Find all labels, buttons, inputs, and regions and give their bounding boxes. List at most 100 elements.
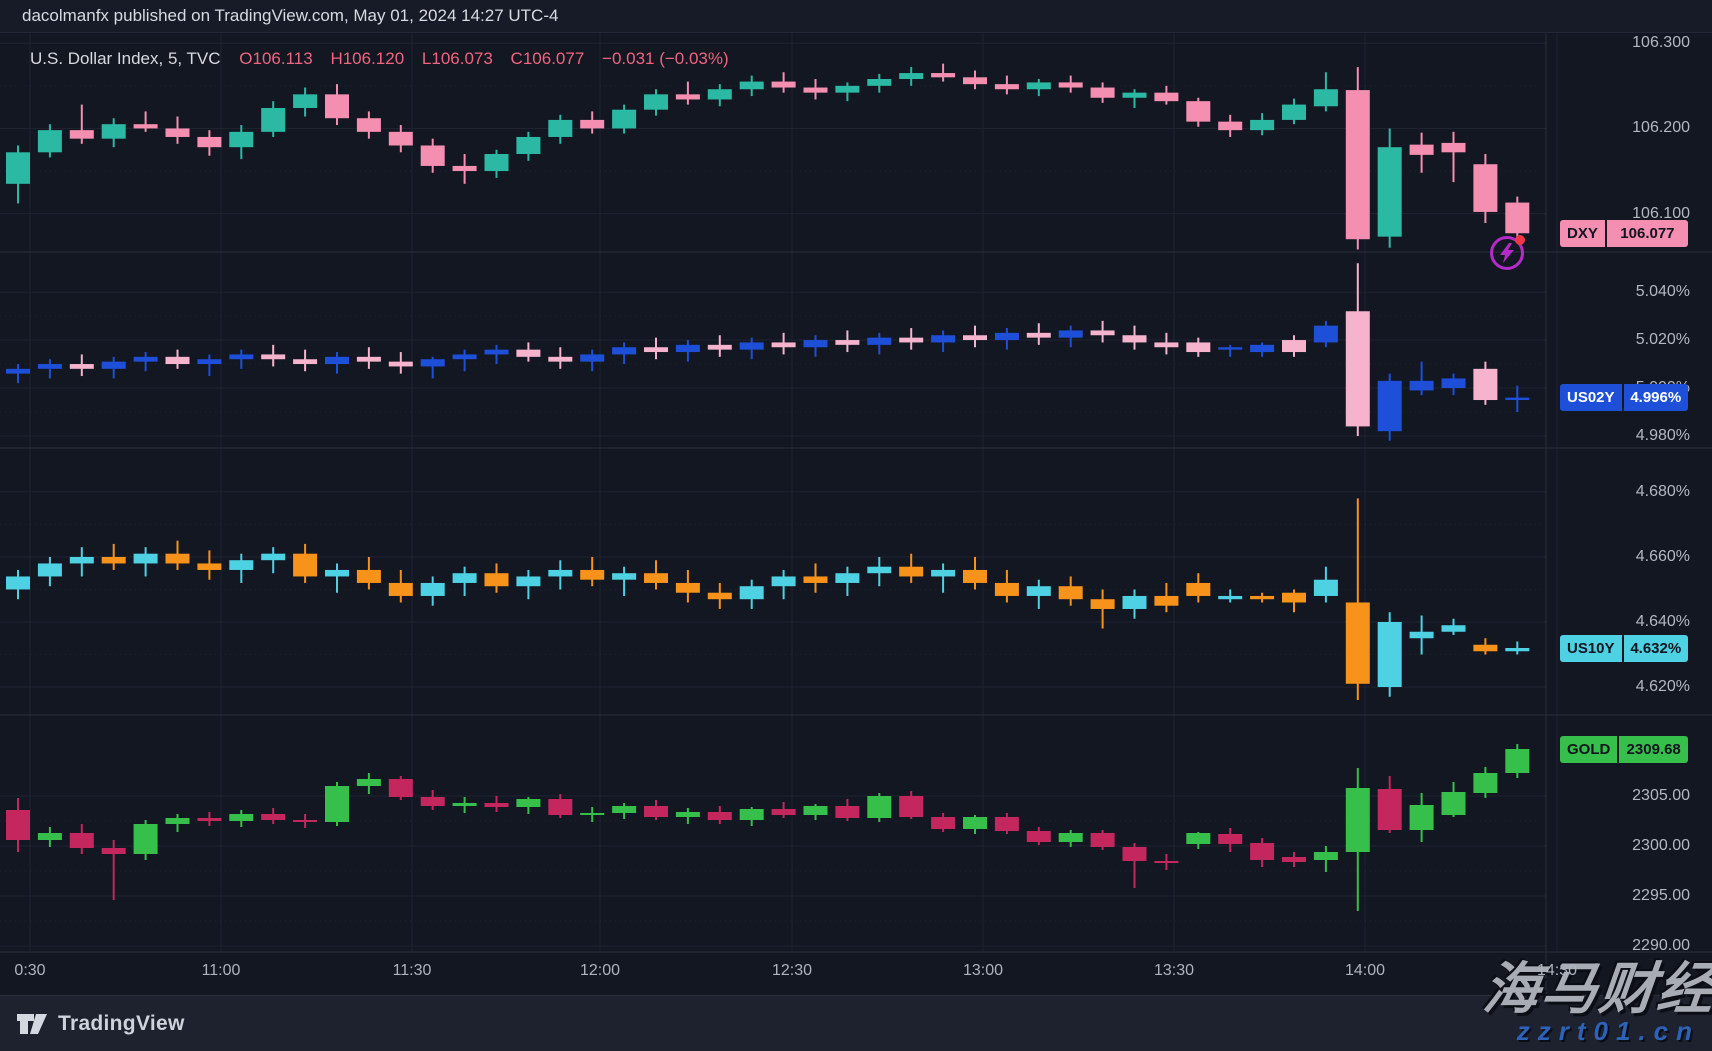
candle-body — [1409, 380, 1434, 391]
candle-body — [1026, 332, 1051, 338]
candle-body — [675, 94, 700, 100]
candle-body — [293, 553, 318, 577]
candle-body — [1377, 147, 1402, 237]
candle-body — [612, 347, 637, 355]
candle-body — [1345, 788, 1370, 852]
price-axis-label-us02y: 5.040% — [1635, 283, 1690, 301]
candle-body — [1218, 121, 1243, 131]
candle-body — [37, 833, 62, 840]
candle-body — [1058, 833, 1083, 842]
candle-body — [388, 779, 413, 797]
candle-body — [1154, 595, 1179, 606]
price-axis-label-us02y: 5.020% — [1635, 331, 1690, 349]
candle-body — [994, 582, 1019, 596]
candle-body — [994, 332, 1019, 341]
price-axis-label-us02y: 4.980% — [1635, 427, 1690, 444]
price-axis-label-dxy: 106.200 — [1632, 119, 1690, 137]
candle-body — [229, 131, 254, 148]
candle-body — [612, 573, 637, 580]
candlestick-plot[interactable] — [0, 0, 1712, 995]
tradingview-brand[interactable]: TradingView — [58, 1011, 185, 1035]
candle-body — [69, 130, 94, 139]
candle-body — [1282, 104, 1306, 120]
candle-body — [580, 119, 605, 129]
candle-body — [1505, 749, 1530, 773]
time-axis-label: 11:30 — [392, 962, 432, 979]
candle-body — [325, 786, 349, 822]
price-badge-dxy[interactable]: DXY 106.077 — [1560, 219, 1688, 247]
candle-body — [1313, 89, 1338, 107]
candle-body — [133, 553, 158, 564]
legend-close: C106.077 — [510, 49, 585, 68]
candle-body — [356, 356, 381, 362]
candle-body — [293, 359, 318, 365]
candle-body — [1218, 595, 1243, 600]
time-axis-label: 12:30 — [771, 962, 813, 979]
attribution-bar: dacolmanfx published on TradingView.com,… — [0, 0, 1712, 33]
candle-body — [69, 556, 94, 564]
candle-body — [1122, 595, 1147, 609]
candle-body — [133, 356, 158, 362]
candle-body — [1441, 378, 1466, 389]
candle-body — [963, 569, 987, 583]
time-axis-label: 13:00 — [962, 962, 1004, 979]
legend-low: L106.073 — [421, 49, 493, 68]
boost-lightning-icon[interactable] — [1490, 235, 1525, 270]
badge-value: 4.632% — [1630, 639, 1682, 657]
time-axis-label: 11:00 — [201, 962, 241, 979]
candle-body — [580, 569, 605, 580]
candle-body — [1377, 789, 1402, 830]
candle-body — [6, 810, 30, 840]
candle-body — [1505, 202, 1530, 234]
candle-body — [1218, 834, 1243, 844]
candle-body — [420, 582, 445, 596]
candle-body — [1250, 595, 1275, 600]
candle-body — [707, 592, 732, 600]
badge-symbol: US02Y — [1560, 384, 1624, 412]
candle-body — [899, 73, 924, 80]
time-axis[interactable]: 0:30 11:00 11:30 12:00 12:30 13:00 13:30 14:00 1… — [0, 952, 1712, 995]
price-axis-label-us10y: 4.620% — [1635, 678, 1690, 696]
candle-body — [612, 109, 637, 129]
candle-body — [899, 566, 924, 577]
candle-body — [548, 119, 573, 137]
time-axis-label: 14:00 — [1344, 962, 1386, 979]
candle-body — [1505, 648, 1530, 652]
candle-body — [1026, 82, 1051, 90]
candle-body — [1282, 592, 1306, 603]
candle-body — [1409, 805, 1434, 830]
candle-body — [420, 145, 445, 166]
candle-body — [675, 812, 700, 817]
candle-body — [197, 136, 222, 148]
badge-value: 4.996% — [1630, 389, 1682, 407]
price-axis-label-gold: 2300.00 — [1632, 837, 1690, 854]
candle-body — [293, 94, 318, 108]
candle-body — [6, 152, 30, 184]
candle-body — [1313, 852, 1338, 860]
candle-body — [1313, 325, 1338, 343]
candle-body — [388, 131, 413, 146]
price-badge-us10y[interactable]: US10Y 4.632% — [1560, 634, 1688, 662]
candle-body — [1186, 833, 1211, 844]
price-axis[interactable]: 106.300 106.200 106.100 DXY 106.077 5.040% 5.0… — [1546, 33, 1712, 954]
candle-body — [1345, 311, 1370, 427]
candle-body — [165, 128, 190, 137]
candle-body — [548, 569, 573, 577]
candle-body — [452, 354, 477, 360]
candle-body — [1441, 792, 1466, 815]
tradingview-logo-icon[interactable] — [16, 1011, 48, 1037]
candle-body — [1441, 142, 1466, 153]
candle-body — [867, 79, 892, 86]
symbol-legend[interactable]: U.S. Dollar Index, 5, TVC O106.113 H106.… — [30, 49, 742, 69]
legend-symbol[interactable]: U.S. Dollar Index, 5, TVC — [30, 49, 221, 68]
candle-body — [867, 566, 892, 574]
candle-body — [994, 84, 1019, 90]
candle-body — [739, 342, 764, 350]
candle-body — [6, 576, 30, 590]
candle-body — [931, 73, 956, 78]
price-badge-us02y[interactable]: US02Y 4.996% — [1560, 384, 1688, 412]
candle-body — [6, 368, 30, 374]
price-badge-gold[interactable]: GOLD 2309.68 — [1560, 735, 1688, 763]
candle-body — [963, 335, 987, 341]
candle-body — [1186, 101, 1211, 122]
